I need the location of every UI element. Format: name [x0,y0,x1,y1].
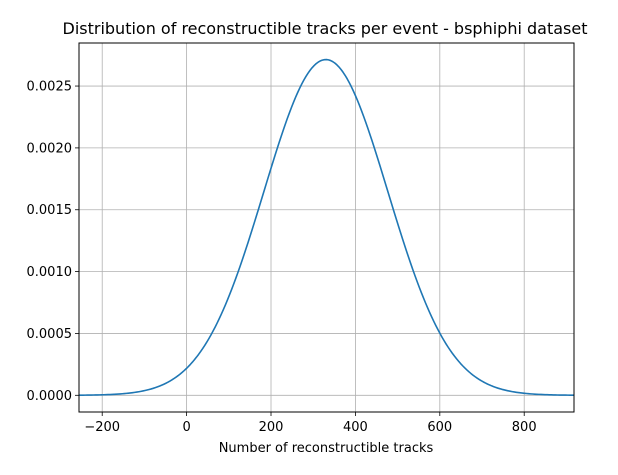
chart-title: Distribution of reconstructible tracks p… [63,19,588,38]
x-axis: −200 0 200 400 600 800 [84,412,537,435]
x-tick-label: 0 [182,420,190,435]
x-tick-label: 600 [427,420,452,435]
plot-frame [78,42,575,413]
y-tick-label: 0.0025 [27,80,73,95]
y-axis: 0.0000 0.0005 0.0010 0.0015 0.0020 0.0025 [27,80,79,404]
y-gridlines [79,85,574,396]
series-layer [78,58,575,396]
y-tick-label: 0.0005 [27,327,73,342]
x-tick-label: 800 [512,420,537,435]
x-tick-label: 400 [343,420,368,435]
y-tick-label: 0.0020 [27,141,73,156]
x-gridlines [101,43,525,412]
x-tick-label: 200 [259,420,284,435]
y-tick-label: 0.0015 [27,203,73,218]
y-tick-label: 0.0000 [27,389,73,404]
x-axis-label: Number of reconstructible tracks [219,441,434,456]
series-line [78,58,575,396]
y-tick-label: 0.0010 [27,265,73,280]
x-tick-label: −200 [84,420,120,435]
